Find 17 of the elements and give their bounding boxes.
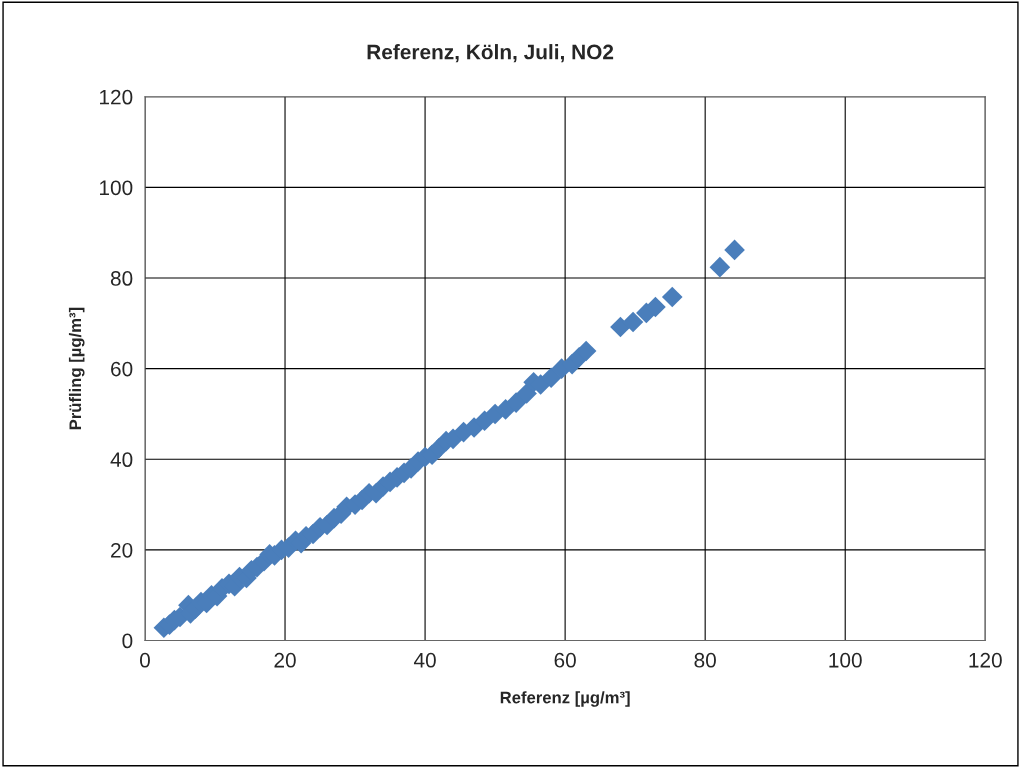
x-tick-label: 20	[274, 652, 296, 668]
y-tick-label: 40	[110, 452, 133, 468]
y-tick-label: 100	[100, 180, 133, 196]
y-tick-label: 0	[122, 633, 133, 649]
y-tick-label: 120	[100, 89, 133, 105]
y-tick-label: 80	[110, 271, 133, 286]
x-tick-label: 120	[969, 652, 1002, 668]
chart-title: Referenz, Köln, Juli, NO2	[367, 44, 614, 63]
x-tick-label: 60	[554, 652, 576, 668]
x-axis-title: Referenz [µg/m³]	[500, 691, 630, 707]
x-tick-label: 0	[140, 652, 150, 668]
y-tick-label: 20	[111, 542, 133, 558]
y-axis-title: Prüfling [µg/m³]	[68, 307, 85, 430]
y-tick-label: 60	[111, 361, 133, 377]
x-tick-label: 80	[694, 652, 716, 668]
x-tick-label: 40	[413, 652, 436, 668]
x-tick-label: 100	[829, 652, 862, 668]
